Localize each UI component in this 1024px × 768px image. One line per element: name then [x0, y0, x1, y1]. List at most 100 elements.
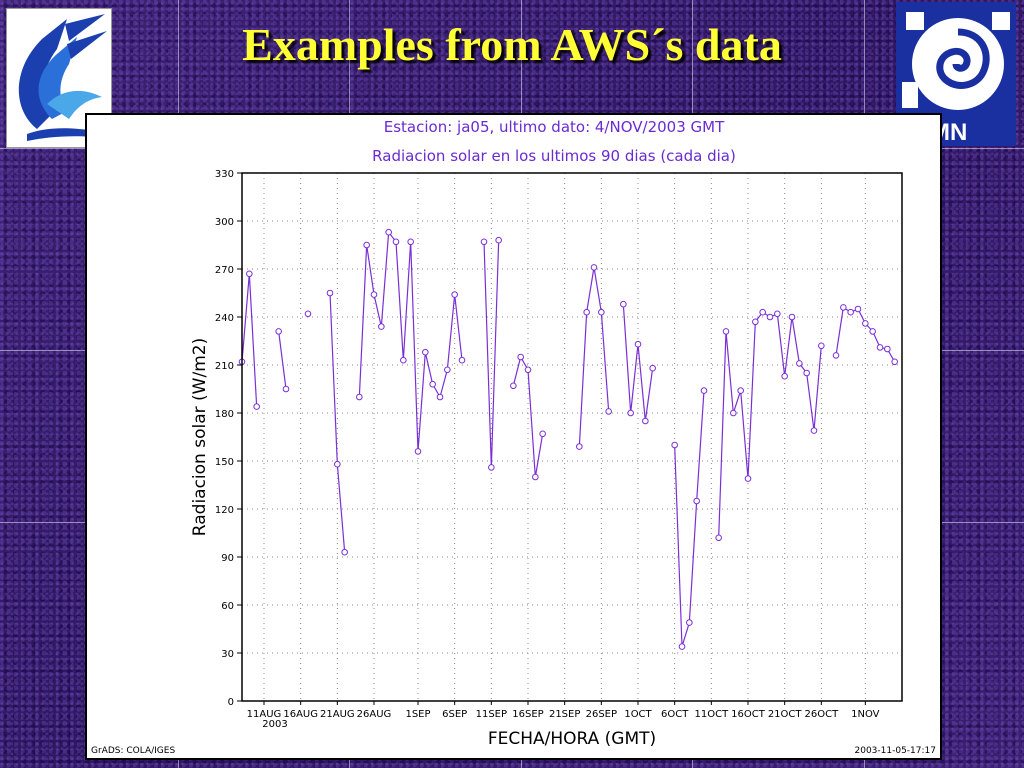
data-point — [451, 291, 458, 298]
data-point — [275, 328, 282, 335]
x-tick-label: 26OCT — [804, 709, 839, 720]
data-point — [246, 270, 253, 278]
x-tick-label: 21SEP — [549, 709, 580, 720]
y-tick-label: 60 — [221, 601, 234, 612]
series-line — [278, 331, 287, 390]
y-tick-label: 150 — [215, 457, 234, 468]
y-tick-label: 240 — [215, 313, 234, 324]
data-point — [847, 308, 854, 316]
data-point — [385, 228, 392, 236]
data-point — [253, 403, 260, 410]
data-point — [510, 382, 517, 390]
data-point — [634, 340, 642, 348]
data-point — [422, 348, 429, 356]
footer-timestamp: 2003-11-05-17:17 — [855, 746, 937, 756]
data-point — [737, 387, 744, 394]
y-tick-label: 300 — [215, 217, 234, 228]
data-point — [429, 380, 436, 388]
data-point — [627, 409, 634, 417]
data-point — [759, 308, 766, 316]
data-point — [436, 393, 444, 401]
data-point — [370, 291, 378, 298]
data-point — [532, 473, 539, 481]
chart-svg: Estacion: ja05, ultimo dato: 4/NOV/2003 … — [91, 118, 937, 756]
y-axis-label: Radiacion solar (W/m2) — [190, 338, 210, 536]
data-point — [407, 238, 414, 246]
data-point — [788, 313, 796, 321]
data-point — [605, 408, 612, 415]
data-point — [884, 345, 891, 353]
chart-grid — [242, 173, 902, 701]
data-point — [781, 372, 788, 380]
y-tick-label: 90 — [221, 553, 234, 564]
data-point — [642, 417, 649, 425]
chart-series — [238, 228, 898, 650]
data-point — [334, 460, 341, 468]
x-tick-label: 21OCT — [768, 709, 803, 720]
series-line — [578, 267, 610, 447]
x-tick-label: 11SEP — [476, 709, 507, 720]
data-point — [378, 323, 385, 330]
x-axis-label: FECHA/HORA (GMT) — [488, 729, 656, 749]
data-point — [854, 305, 862, 313]
data-point — [832, 352, 840, 359]
series-line — [358, 230, 463, 452]
data-point — [414, 448, 422, 455]
data-point — [620, 300, 627, 308]
data-point — [583, 308, 590, 316]
y-tick-label: 270 — [215, 265, 234, 276]
x-tick-label: 26SEP — [586, 709, 617, 720]
data-point — [678, 643, 686, 650]
x-tick-label: 16SEP — [512, 709, 543, 720]
data-point — [840, 304, 847, 311]
y-tick-label: 120 — [215, 505, 234, 516]
chart-title: Radiacion solar en los ultimos 90 dias (… — [372, 147, 736, 165]
series-line — [718, 311, 822, 538]
year-label: 2003 — [262, 719, 287, 730]
data-point — [796, 360, 803, 367]
data-point — [524, 366, 532, 374]
x-tick-label: 16AUG — [283, 709, 318, 720]
x-tick-label: 1OCT — [624, 709, 652, 720]
data-point — [876, 344, 884, 351]
y-tick-label: 0 — [228, 697, 234, 708]
data-point — [722, 328, 730, 335]
data-point — [752, 318, 759, 326]
data-point — [517, 353, 524, 361]
slide-title: Examples from AWS´s data — [242, 19, 782, 70]
data-point — [693, 497, 700, 505]
x-axis-ticks: 11AUG 16AUG 21AUG 26AUG 1SEP 6SEP 11SEP 16SEP 21… — [247, 701, 880, 720]
data-point — [774, 310, 781, 318]
data-point — [766, 313, 774, 321]
data-point — [480, 238, 488, 246]
data-point — [400, 356, 407, 364]
series-line — [241, 273, 258, 407]
y-tick-label: 30 — [221, 649, 234, 660]
y-tick-label: 180 — [215, 409, 234, 420]
data-point — [803, 369, 810, 377]
x-tick-label: 6SEP — [442, 709, 467, 720]
plot-frame — [241, 172, 903, 702]
data-point — [818, 342, 825, 350]
data-point — [488, 464, 495, 471]
data-point — [649, 364, 656, 372]
data-point — [671, 441, 678, 449]
x-tick-label: 1NOV — [851, 709, 880, 720]
footer-grads-credit: GrADS: COLA/IGES — [91, 746, 175, 756]
x-tick-label: 26AUG — [357, 709, 392, 720]
data-point — [304, 310, 312, 318]
x-tick-label: 11OCT — [694, 709, 729, 720]
data-point — [326, 289, 334, 297]
data-point — [700, 387, 708, 394]
y-axis-ticks: 0 30 60 90 120 150 180 210 240 270 300 330 — [215, 169, 242, 708]
data-point — [730, 409, 737, 417]
series-line — [674, 390, 705, 647]
data-point — [341, 548, 348, 556]
x-tick-label: 16OCT — [731, 709, 766, 720]
data-point — [686, 619, 693, 626]
data-point — [862, 320, 869, 327]
x-tick-label: 6OCT — [661, 709, 689, 720]
data-point — [715, 534, 722, 542]
data-point — [392, 238, 400, 246]
y-tick-label: 330 — [215, 169, 234, 180]
